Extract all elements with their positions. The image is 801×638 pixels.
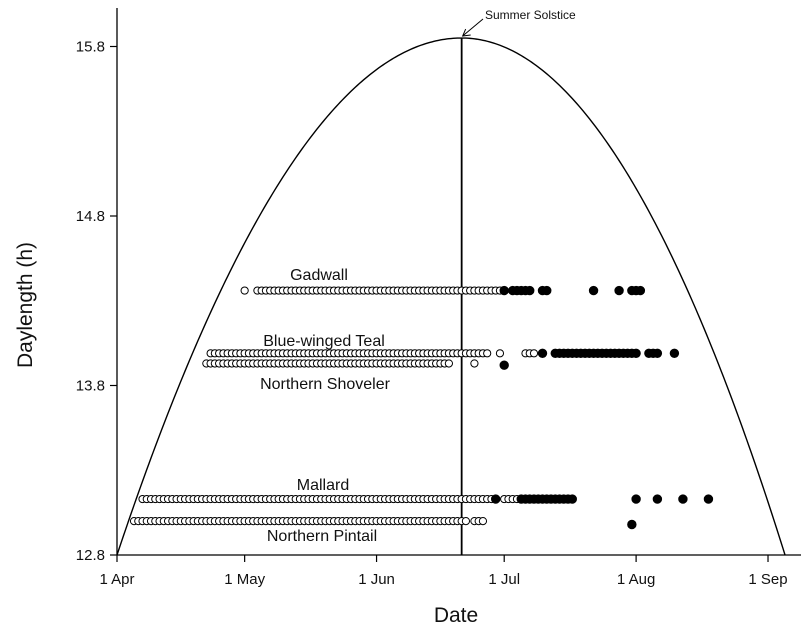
solstice-arrow-shaft bbox=[462, 18, 484, 37]
axes: 12.8 13.8 14.8 15.8 1 Apr 1 May 1 Jun 1 Jul 1 Au… bbox=[76, 8, 801, 588]
blue-winged-teal-filled-point bbox=[669, 348, 680, 358]
northern-pintail-open-point bbox=[461, 517, 471, 526]
northern-pintail-filled-point bbox=[627, 519, 637, 530]
y-tick-label: 12.8 bbox=[76, 547, 105, 564]
x-tick-label: 1 Aug bbox=[617, 571, 655, 588]
series-label: Northern Pintail bbox=[267, 528, 377, 545]
gadwall-filled-point bbox=[542, 285, 552, 296]
x-tick-label: 1 Sep bbox=[748, 571, 787, 588]
blue-winged-teal-filled-point bbox=[537, 348, 548, 358]
daylength-curve-layer bbox=[116, 18, 786, 556]
x-tick-label: 1 Jul bbox=[488, 571, 520, 588]
mallard-filled-point bbox=[652, 494, 663, 504]
labels-layer: Gadwall Blue-winged Teal Northern Shoveler… bbox=[260, 267, 391, 545]
blue-winged-teal-open-point bbox=[529, 349, 539, 358]
northern-shoveler-open-point bbox=[470, 359, 479, 368]
series-label: Mallard bbox=[297, 477, 349, 494]
x-axis-title: Date bbox=[434, 604, 478, 627]
gadwall-filled-point bbox=[588, 285, 599, 296]
northern-pintail-open-point bbox=[478, 517, 488, 526]
blue-winged-teal-open-point bbox=[483, 349, 492, 358]
series-label: Northern Shoveler bbox=[260, 376, 391, 393]
solstice-annotation: Summer Solstice bbox=[485, 8, 576, 22]
gadwall-filled-point bbox=[614, 285, 624, 296]
gadwall-filled-point bbox=[499, 285, 509, 296]
solstice-arrowhead bbox=[461, 28, 471, 37]
northern-shoveler-open-point bbox=[444, 359, 453, 368]
y-tick-label: 13.8 bbox=[76, 378, 105, 395]
gadwall-open-point bbox=[240, 286, 249, 295]
mallard-filled-point bbox=[703, 494, 714, 504]
mallard-filled-point bbox=[678, 494, 688, 504]
gadwall-filled-point bbox=[525, 285, 535, 296]
mallard-filled-point bbox=[631, 494, 641, 504]
series-label: Gadwall bbox=[290, 267, 348, 284]
x-tick-label: 1 May bbox=[224, 571, 265, 588]
y-tick-label: 14.8 bbox=[76, 208, 105, 225]
y-axis-title: Daylength (h) bbox=[14, 242, 37, 368]
blue-winged-teal-filled-point bbox=[631, 348, 641, 358]
series-label: Blue-winged Teal bbox=[263, 333, 385, 350]
blue-winged-teal-open-point bbox=[495, 349, 505, 358]
gadwall-filled-point bbox=[635, 285, 646, 296]
mallard-filled-point bbox=[567, 494, 577, 504]
blue-winged-teal-filled-point bbox=[652, 348, 663, 358]
daylength-curve bbox=[116, 37, 786, 556]
northern-shoveler-filled-point bbox=[499, 360, 509, 370]
mallard-filled-point bbox=[490, 494, 501, 504]
x-tick-label: 1 Jun bbox=[358, 571, 395, 588]
x-tick-label: 1 Apr bbox=[99, 571, 134, 588]
points-layer bbox=[129, 285, 714, 530]
y-tick-label: 15.8 bbox=[76, 39, 105, 56]
